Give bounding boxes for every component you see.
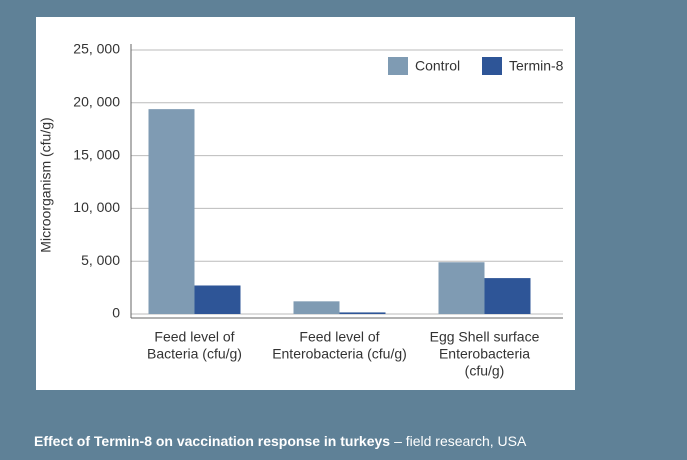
x-tick-label: Bacteria (cfu/g) [147, 346, 242, 362]
y-tick-label: 20, 000 [73, 94, 120, 110]
y-tick-label: 5, 000 [81, 252, 120, 268]
legend-label: Termin-8 [509, 58, 564, 74]
caption-bold: Effect of Termin-8 on vaccination respon… [34, 433, 390, 449]
x-tick-label: (cfu/g) [465, 363, 505, 379]
y-axis-label: Microorganism (cfu/g) [38, 117, 54, 252]
legend-label: Control [415, 58, 460, 74]
chart-panel [36, 17, 575, 390]
x-tick-label: Feed level of [154, 329, 234, 345]
legend-swatch [482, 57, 502, 75]
bar [148, 109, 195, 314]
x-tick-label: Enterobacteria [439, 346, 530, 362]
x-tick-label: Enterobacteria (cfu/g) [272, 346, 407, 362]
bar [194, 285, 241, 314]
y-tick-label: 25, 000 [73, 41, 120, 57]
caption: Effect of Termin-8 on vaccination respon… [34, 433, 527, 449]
bar [438, 262, 485, 314]
x-tick-label: Feed level of [299, 329, 379, 345]
y-tick-label: 0 [112, 305, 120, 321]
x-tick-label: Egg Shell surface [430, 329, 540, 345]
y-tick-label: 15, 000 [73, 146, 120, 162]
bar [484, 278, 531, 314]
caption-text: – field research, USA [394, 433, 527, 449]
legend-swatch [388, 57, 408, 75]
y-tick-label: 10, 000 [73, 199, 120, 215]
bar [339, 312, 386, 314]
bar [293, 301, 340, 314]
